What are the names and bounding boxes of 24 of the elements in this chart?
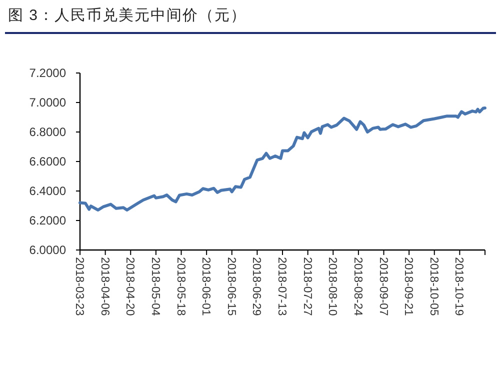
x-tick-label: 2018-09-21 — [402, 257, 414, 316]
y-tick-label: 7.0000 — [29, 96, 66, 110]
x-tick-label: 2018-08-10 — [326, 257, 338, 316]
x-tick-label: 2018-05-04 — [148, 257, 161, 316]
x-tick-label: 2018-04-20 — [124, 257, 136, 316]
x-tick-label: 2018-06-29 — [250, 257, 262, 316]
y-tick-label: 6.8000 — [29, 125, 66, 139]
x-tick-label: 2018-07-13 — [276, 257, 288, 316]
x-tick-label: 2018-05-18 — [174, 257, 186, 316]
x-tick-label: 2018-06-15 — [224, 257, 237, 316]
x-tick-label: 2018-09-07 — [376, 257, 389, 316]
x-tick-label: 2018-06-01 — [200, 257, 212, 316]
x-tick-label: 2018-10-19 — [452, 257, 465, 316]
y-tick-label: 6.2000 — [29, 214, 66, 228]
x-tick-label: 2018-10-05 — [427, 257, 440, 316]
y-tick-label: 6.6000 — [29, 154, 66, 168]
x-tick-label: 2018-08-24 — [351, 257, 364, 316]
y-tick-label: 6.4000 — [29, 184, 66, 198]
x-tick-label: 2018-07-27 — [300, 257, 313, 316]
y-tick-label: 7.2000 — [29, 66, 66, 80]
x-tick-label: 2018-03-23 — [73, 257, 85, 316]
chart-title: 图 3：人民币兑美元中间价（元） — [8, 7, 247, 24]
y-tick-label: 6.0000 — [29, 243, 66, 257]
x-tick-label: 2018-04-06 — [98, 257, 110, 316]
